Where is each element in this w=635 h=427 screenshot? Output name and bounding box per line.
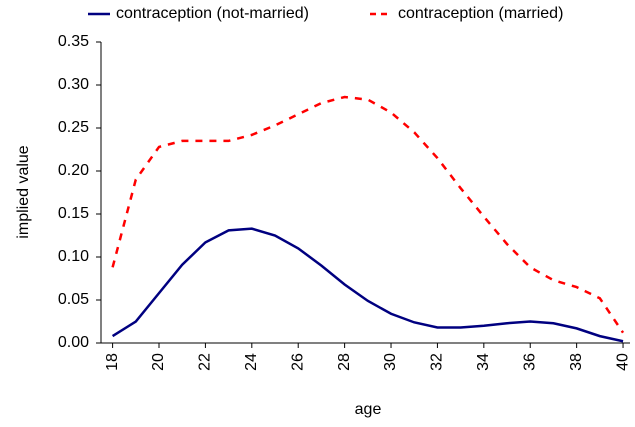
y-tick-label: 0.25 bbox=[58, 119, 89, 136]
x-tick-label: 22 bbox=[197, 353, 214, 371]
y-tick-label: 0.05 bbox=[58, 291, 89, 308]
y-tick-label: 0.20 bbox=[58, 162, 89, 179]
x-tick-label: 30 bbox=[382, 353, 399, 371]
legend-label: contraception (married) bbox=[398, 5, 563, 22]
x-tick-label: 20 bbox=[150, 353, 167, 371]
y-tick-label: 0.10 bbox=[58, 248, 89, 265]
series-line bbox=[111, 227, 624, 343]
x-tick-label: 28 bbox=[336, 353, 353, 371]
x-tick-label: 40 bbox=[614, 353, 631, 371]
y-tick-label: 0.00 bbox=[58, 334, 89, 351]
x-tick-label: 24 bbox=[243, 353, 260, 371]
x-tick-label: 38 bbox=[568, 353, 585, 371]
x-tick-label: 32 bbox=[429, 353, 446, 371]
x-axis-title: age bbox=[355, 401, 382, 418]
y-axis-title: implied value bbox=[15, 145, 32, 238]
y-tick-label: 0.35 bbox=[58, 33, 89, 50]
legend-label: contraception (not-married) bbox=[116, 5, 309, 22]
y-tick-label: 0.30 bbox=[58, 76, 89, 93]
series-line bbox=[111, 95, 625, 334]
x-tick-label: 26 bbox=[289, 353, 306, 371]
x-tick-label: 34 bbox=[475, 353, 492, 371]
x-tick-label: 18 bbox=[104, 353, 121, 371]
y-tick-label: 0.15 bbox=[58, 205, 89, 222]
x-tick-label: 36 bbox=[521, 353, 538, 371]
